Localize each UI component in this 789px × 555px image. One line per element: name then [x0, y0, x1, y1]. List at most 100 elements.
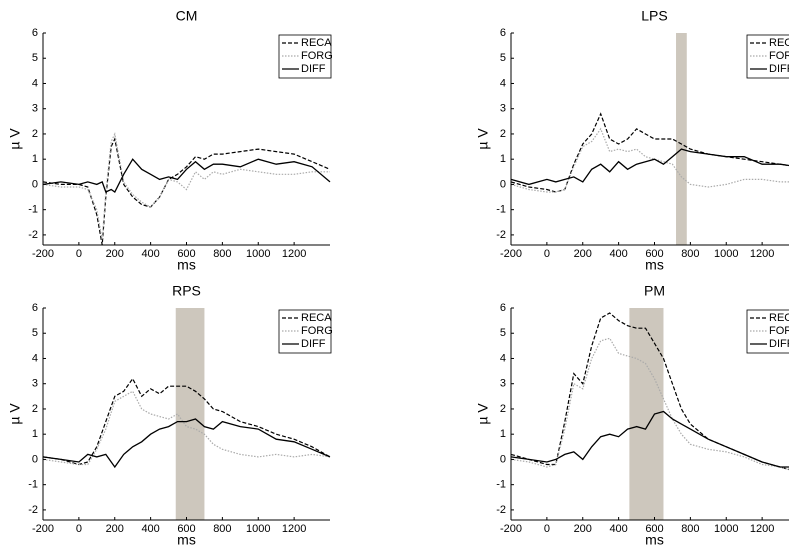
legend-box	[278, 34, 332, 79]
legend-label: RECA	[769, 312, 789, 324]
series-line	[510, 148, 789, 186]
x-tick-label: 1000	[246, 248, 270, 260]
y-axis-label: µ V	[475, 128, 491, 150]
x-tick-label: 0	[76, 248, 82, 260]
x-tick-label: 200	[574, 248, 592, 260]
x-tick-label: -200	[500, 248, 522, 260]
series-line	[42, 158, 331, 193]
series-line	[42, 137, 331, 246]
series-line	[42, 418, 331, 469]
legend-box	[746, 34, 789, 79]
x-tick-label: 600	[177, 523, 195, 535]
y-tick-label: 6	[500, 302, 506, 314]
legend-label: DIFF	[769, 338, 789, 350]
y-tick-label: 6	[32, 302, 38, 314]
x-tick-label: 1000	[714, 248, 738, 260]
series-line	[510, 112, 789, 193]
y-tick-label: -1	[496, 479, 506, 491]
panel: -2 -1 0 1 2 3 4 5 6 -200 0 200 400 600 800 1000 1200 LPS m…	[475, 8, 789, 273]
x-tick-label: 1000	[246, 523, 270, 535]
y-tick-label: 1	[32, 428, 38, 440]
y-tick-label: 3	[500, 378, 506, 390]
y-axis-label: µ V	[475, 403, 491, 425]
legend-label: DIFF	[301, 63, 326, 75]
y-tick-label: 4	[32, 352, 38, 364]
legend-label: FORG	[301, 50, 333, 62]
x-tick-label: 600	[645, 248, 663, 260]
legend-box	[278, 309, 332, 354]
chart-title: PM	[644, 283, 665, 299]
y-tick-label: -2	[28, 229, 38, 241]
y-axis-label: µ V	[7, 403, 23, 425]
y-tick-label: 4	[32, 77, 38, 89]
y-tick-label: 5	[32, 327, 38, 339]
y-tick-label: -2	[28, 504, 38, 516]
legend-label: FORG	[769, 50, 789, 62]
x-axis-label: ms	[645, 532, 664, 548]
legend-label: DIFF	[769, 63, 789, 75]
x-tick-label: 200	[106, 248, 124, 260]
y-tick-label: 0	[32, 178, 38, 190]
y-tick-label: -1	[28, 204, 38, 216]
y-tick-label: 1	[500, 428, 506, 440]
x-tick-label: 800	[213, 248, 231, 260]
x-tick-label: 1000	[714, 523, 738, 535]
shaded-region	[175, 308, 205, 520]
series-line	[42, 390, 331, 466]
y-tick-label: -2	[496, 229, 506, 241]
x-tick-label: 400	[609, 523, 627, 535]
y-tick-label: 4	[500, 77, 506, 89]
y-tick-label: 6	[32, 27, 38, 39]
x-tick-label: -200	[32, 248, 54, 260]
y-tick-label: 0	[32, 453, 38, 465]
shaded-region	[676, 33, 687, 245]
x-tick-label: 600	[177, 248, 195, 260]
legend-label: DIFF	[301, 338, 326, 350]
y-tick-label: 5	[500, 327, 506, 339]
x-tick-label: 1200	[750, 523, 774, 535]
y-tick-label: 0	[500, 453, 506, 465]
x-tick-label: -200	[32, 523, 54, 535]
series-line	[42, 377, 331, 466]
series-line	[510, 127, 789, 193]
series-line	[42, 132, 330, 241]
x-tick-label: 200	[106, 523, 124, 535]
legend-label: FORG	[301, 325, 333, 337]
y-tick-label: 2	[32, 128, 38, 140]
x-tick-label: 800	[681, 248, 699, 260]
y-tick-label: 2	[32, 403, 38, 415]
x-axis-label: ms	[177, 257, 196, 273]
legend-label: RECA	[769, 37, 789, 49]
x-tick-label: 800	[681, 523, 699, 535]
legend-box	[746, 309, 789, 354]
x-axis-label: ms	[177, 532, 196, 548]
chart-title: RPS	[172, 283, 201, 299]
y-tick-label: -2	[496, 504, 506, 516]
y-tick-label: 4	[500, 352, 506, 364]
y-tick-label: -1	[28, 479, 38, 491]
y-tick-label: 6	[500, 27, 506, 39]
panel: -2 -1 0 1 2 3 4 5 6 -200 0 200 400 600 800 1000 1200 RPS m…	[7, 283, 333, 548]
y-tick-label: 5	[32, 52, 38, 64]
y-tick-label: 3	[32, 378, 38, 390]
x-tick-label: -200	[500, 523, 522, 535]
x-tick-label: 800	[213, 523, 231, 535]
y-tick-label: 2	[500, 403, 506, 415]
panel: -2 -1 0 1 2 3 4 5 6 -200 0 200 400 600 800 1000 1200 PM ms…	[475, 283, 789, 548]
y-tick-label: 5	[500, 52, 506, 64]
x-tick-label: 400	[141, 248, 159, 260]
legend-label: RECA	[301, 312, 332, 324]
y-tick-label: 3	[500, 103, 506, 115]
x-tick-label: 400	[609, 248, 627, 260]
series-line	[510, 410, 789, 468]
x-tick-label: 200	[574, 523, 592, 535]
legend-label: RECA	[301, 37, 332, 49]
x-tick-label: 600	[645, 523, 663, 535]
series-line	[510, 337, 789, 471]
shaded-region	[629, 308, 664, 520]
x-tick-label: 0	[544, 248, 550, 260]
y-tick-label: 0	[500, 178, 506, 190]
chart-title: CM	[176, 8, 198, 24]
y-tick-label: 3	[32, 103, 38, 115]
